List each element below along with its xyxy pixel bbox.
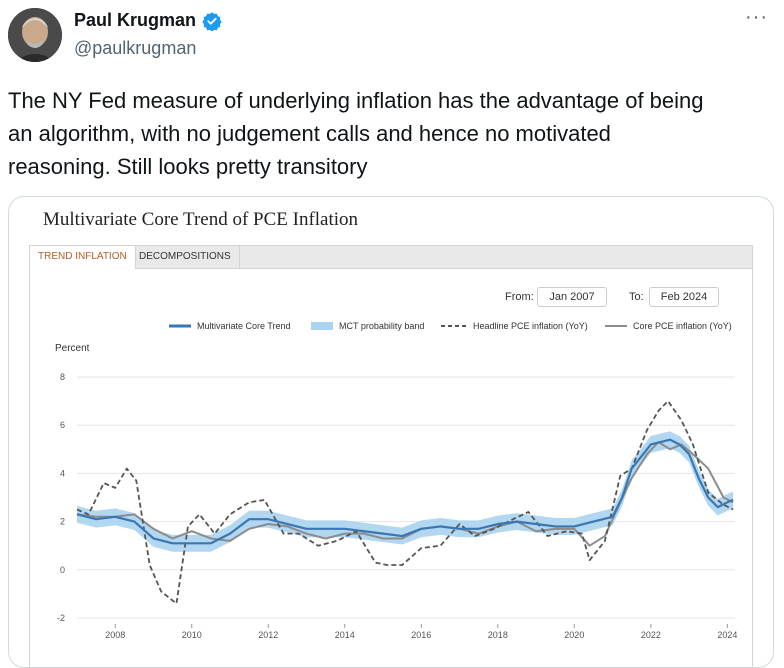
more-options-icon[interactable]: ···	[745, 6, 768, 28]
to-date-input[interactable]: Feb 2024	[649, 287, 719, 307]
tweet-line: The NY Fed measure of underlying inflati…	[8, 88, 704, 113]
tab-decompositions[interactable]: DECOMPOSITIONS	[131, 246, 240, 268]
legend-core-label: Core PCE inflation (YoY)	[633, 321, 732, 331]
legend-mct[interactable]: Multivariate Core Trend	[169, 321, 291, 331]
author-handle[interactable]: @paulkrugman	[74, 38, 197, 58]
tweet-text: The NY Fed measure of underlying inflati…	[8, 84, 768, 183]
legend-band-label: MCT probability band	[339, 321, 425, 331]
legend-headline-label: Headline PCE inflation (YoY)	[473, 321, 588, 331]
avatar[interactable]	[8, 8, 62, 62]
chart-title: Multivariate Core Trend of PCE Inflation	[43, 209, 359, 230]
tweet-line: reasoning. Still looks pretty transitory	[8, 154, 368, 179]
author-name[interactable]: Paul Krugman	[74, 10, 197, 30]
chart-card[interactable]: Multivariate Core Trend of PCE Inflation…	[8, 196, 774, 668]
tab-panel	[29, 267, 753, 667]
author-row: Paul Krugman	[74, 10, 222, 31]
to-label: To:	[629, 291, 644, 303]
from-label: From:	[505, 291, 534, 303]
tab-trend-inflation[interactable]: TREND INFLATION	[30, 246, 136, 269]
tab-bar: TREND INFLATION DECOMPOSITIONS	[29, 245, 753, 269]
legend-mct-label: Multivariate Core Trend	[197, 321, 291, 331]
verified-badge-icon	[202, 11, 222, 31]
from-date-input[interactable]: Jan 2007	[537, 287, 607, 307]
legend-band[interactable]: MCT probability band	[311, 321, 424, 331]
legend-core[interactable]: Core PCE inflation (YoY)	[605, 321, 732, 331]
tweet-line: an algorithm, with no judgement calls an…	[8, 121, 611, 146]
legend-headline[interactable]: Headline PCE inflation (YoY)	[441, 321, 588, 331]
